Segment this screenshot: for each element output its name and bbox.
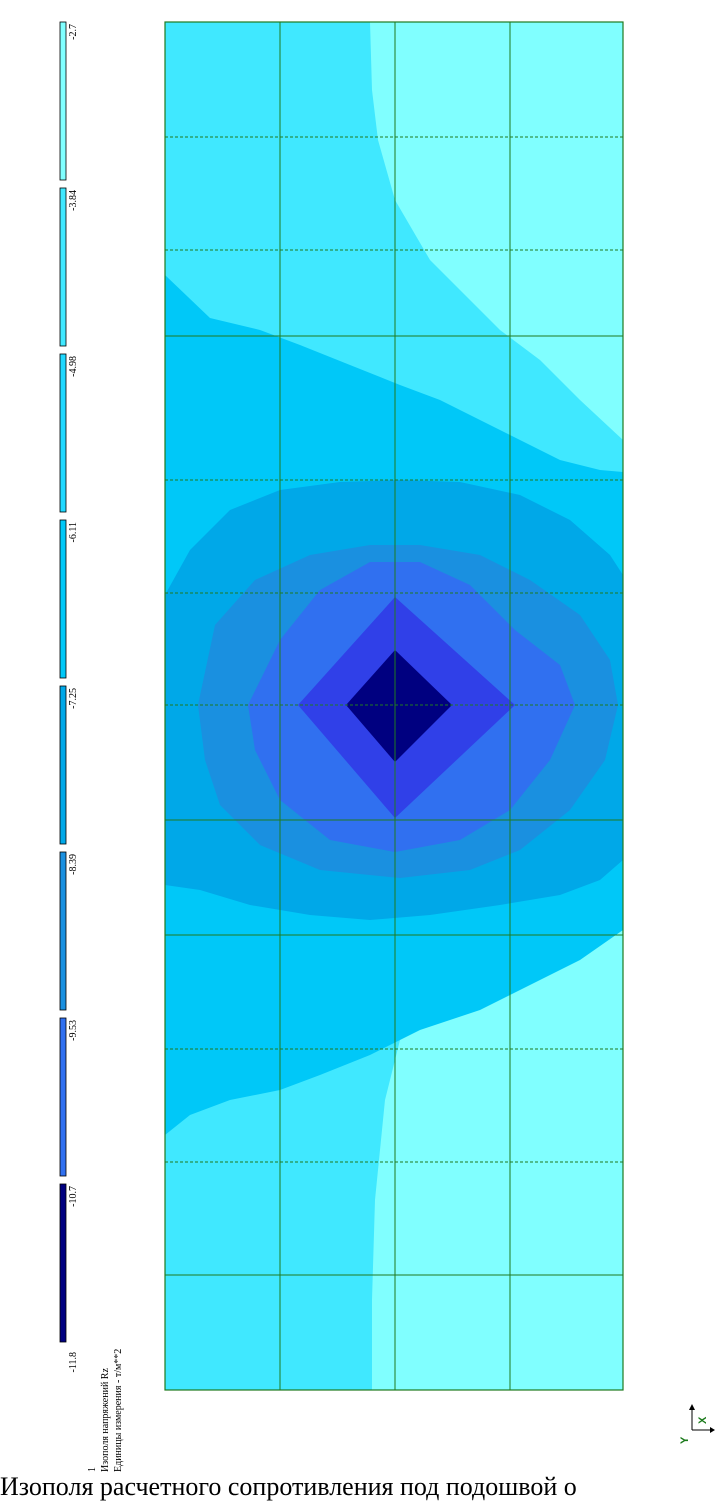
legend-color-swatch <box>59 519 67 679</box>
legend-value-label: -2.7 <box>68 24 79 40</box>
legend-color-swatch <box>59 353 67 513</box>
legend-color-swatch <box>59 851 67 1011</box>
legend-value-label: -9.53 <box>68 1020 79 1041</box>
legend-value-label: -11.8 <box>68 1352 79 1372</box>
legend-value-label: -4.98 <box>68 356 79 377</box>
legend-value-label: -8.39 <box>68 854 79 875</box>
axis-y-label: Y <box>679 1436 691 1444</box>
legend-color-swatch <box>59 1183 67 1343</box>
plot-border <box>164 21 624 1391</box>
legend-color-swatch <box>59 187 67 347</box>
mesh-grid <box>165 22 623 1390</box>
axis-y-arrow-icon <box>710 1427 715 1433</box>
figure-caption: Изополя расчетного сопротивления под под… <box>0 1472 577 1501</box>
legend-title: Изополя напряжений Rz <box>100 1368 111 1472</box>
legend-color-swatch <box>59 1017 67 1177</box>
legend-value-label: -10.7 <box>68 1186 79 1207</box>
zone-core <box>346 650 452 762</box>
legend-number: 1 <box>87 1467 98 1472</box>
legend-value-label: -6.11 <box>68 522 79 542</box>
legend-color-swatch <box>59 685 67 845</box>
legend-value-label: -7.25 <box>68 688 79 709</box>
axis-x-arrow-icon <box>689 1404 695 1410</box>
axis-x-label: X <box>697 1416 709 1424</box>
legend-color-swatch <box>59 21 67 181</box>
contour-plot <box>164 21 624 1391</box>
legend-value-label: -3.84 <box>68 190 79 211</box>
legend-units: Единицы измерения - т/м**2 <box>113 1349 124 1472</box>
legend: -2.7 -3.84 -4.98 -6.11 -7.25 -8.39 -9.53 -10.7 -… <box>59 21 79 1372</box>
axis-indicator: Y X <box>679 1404 715 1444</box>
